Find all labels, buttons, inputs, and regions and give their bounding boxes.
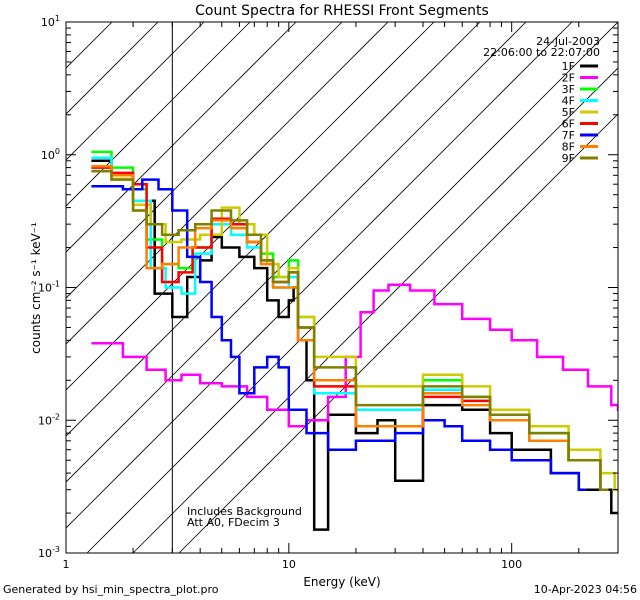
x-tick-label: 100 <box>501 558 522 571</box>
x-tick-label: 10 <box>282 558 296 571</box>
note-attenuator: Att A0, FDecim 3 <box>187 516 280 529</box>
y-tick-label: 10-1 <box>38 280 60 295</box>
hatch-stroke <box>66 22 297 253</box>
hatch-stroke <box>66 22 159 115</box>
hatch-stroke <box>66 22 251 207</box>
legend-label-4f: 4F <box>562 95 575 108</box>
timestamp-footer: 10-Apr-2023 04:56 <box>533 583 637 596</box>
hatch-stroke <box>66 22 527 483</box>
generated-by-footer: Generated by hsi_min_spectra_plot.pro <box>3 583 219 596</box>
y-tick-label: 10-2 <box>38 412 60 427</box>
legend-label-8f: 8F <box>562 141 575 154</box>
legend-label-3f: 3F <box>562 83 575 96</box>
hatched-excluded-region <box>66 22 618 553</box>
hatch-stroke <box>86 22 618 553</box>
plot-frame <box>65 21 619 554</box>
y-axis-label: counts cm⁻² s⁻¹ keV⁻¹ <box>29 222 43 354</box>
y-tick-label: 101 <box>41 14 60 29</box>
chart-title: Count Spectra for RHESSI Front Segments <box>195 3 489 19</box>
series-7f-line <box>91 178 587 491</box>
hatch-stroke <box>66 22 435 391</box>
legend-label-7f: 7F <box>562 129 575 142</box>
hatch-stroke <box>66 22 343 299</box>
series-9f-line <box>91 170 609 491</box>
axis-layer: 1 10 100 10-3 10-2 10-1 100 101 <box>38 14 619 571</box>
date-label: 24-Jul-2003 <box>536 35 600 48</box>
time-range-label: 22:06:00 to 22:07:00 <box>483 46 600 59</box>
hatch-stroke <box>178 113 618 553</box>
series-1f-line <box>91 159 618 531</box>
series-8f-line <box>91 164 609 491</box>
series-2f-line <box>91 283 618 428</box>
hatch-stroke <box>132 67 618 553</box>
series-3f-line <box>91 150 609 491</box>
legend-label-6f: 6F <box>562 118 575 131</box>
series-layer <box>91 150 618 531</box>
hatch-stroke <box>66 22 205 161</box>
hatch-stroke <box>66 22 389 345</box>
x-axis-label: Energy (keV) <box>303 575 380 589</box>
y-tick-label: 100 <box>41 147 60 162</box>
legend-label-2f: 2F <box>562 72 575 85</box>
hatch-stroke <box>66 22 573 529</box>
hatch-stroke <box>66 22 481 437</box>
note-background: Includes Background <box>187 505 302 518</box>
x-tick-label: 1 <box>63 558 70 571</box>
y-tick-label: 10-3 <box>38 545 60 560</box>
legend-label-1f: 1F <box>562 60 575 73</box>
legend-label-5f: 5F <box>562 106 575 119</box>
legend-label-9f: 9F <box>562 152 575 165</box>
